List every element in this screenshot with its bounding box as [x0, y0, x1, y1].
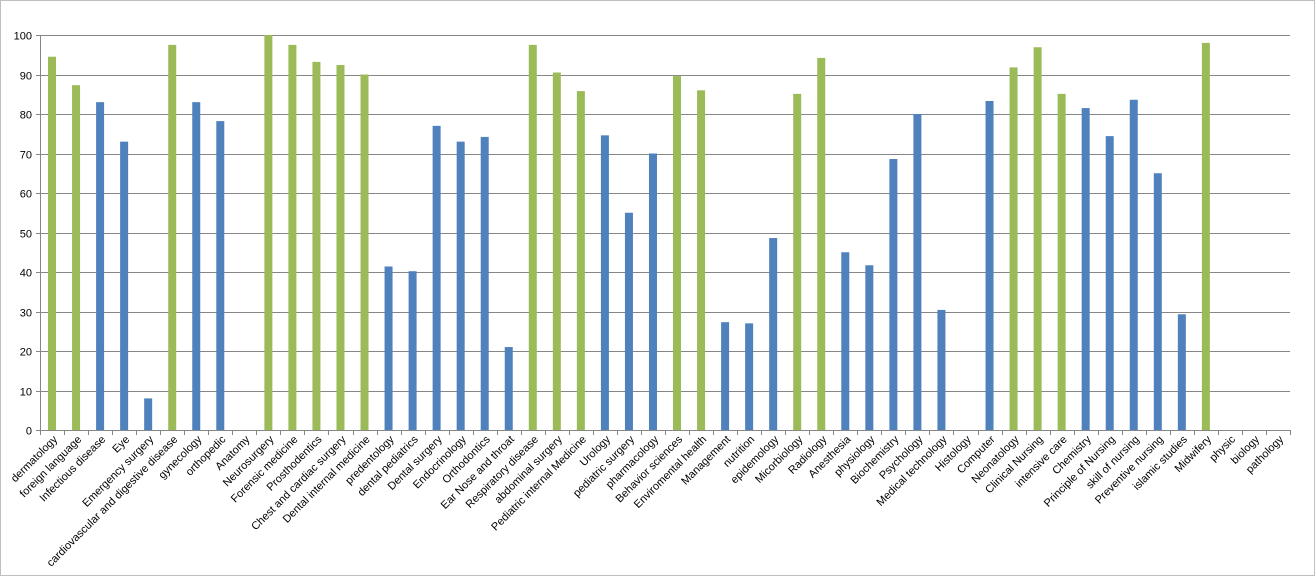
y-tick-label: 40 [20, 268, 32, 280]
y-tick-label: 10 [20, 387, 32, 399]
y-tick-label: 90 [20, 71, 32, 83]
axes [36, 35, 1291, 435]
y-tick-label: 60 [20, 189, 32, 201]
bar-islamic-studies [1177, 314, 1186, 430]
bar-dental-internal-medicine [360, 74, 369, 430]
bar-psychology [913, 114, 922, 430]
bar-pediatric-internal-medicine [576, 91, 585, 430]
bar-behavior-sciences [673, 76, 682, 430]
bar-midwifery [1201, 42, 1210, 431]
bar-infectious-disease [96, 102, 105, 431]
bar-nutrition [745, 323, 754, 430]
y-tick-labels: 0 10 20 30 40 50 60 70 80 90 100 [14, 31, 32, 438]
bar-radiology [817, 57, 826, 430]
bar-endocrinology [456, 141, 465, 430]
bars [48, 35, 1210, 431]
bar-respiratory-disease [528, 44, 537, 431]
y-tick-label: 70 [20, 150, 32, 162]
bar-management [721, 322, 730, 430]
bar-abdominal-surgery [552, 72, 561, 431]
y-tick-label: 20 [20, 347, 32, 359]
bar-ear-nose-and-throat [504, 347, 513, 430]
bar-clinical-nursing [1033, 47, 1042, 431]
bar-dermatology [48, 56, 57, 430]
bar-dental-surgery [432, 125, 441, 430]
bar-emergency-surgery [144, 398, 153, 430]
y-tick-label: 100 [14, 31, 32, 43]
gridlines [40, 35, 1290, 392]
bar-prosthodentics [312, 61, 321, 431]
y-tick-label: 80 [20, 110, 32, 122]
bar-chemistry [1081, 108, 1090, 430]
bar-dental-pediatrics [408, 271, 417, 430]
bar-enviromental-health [697, 90, 706, 431]
bar-micorbiology [793, 93, 802, 431]
bar-biochemistry [889, 159, 898, 430]
bar-urology [600, 135, 609, 430]
bar-medical-technology [937, 309, 946, 430]
bar-forensic-medicine [288, 44, 297, 431]
bar-gynecology [192, 102, 201, 431]
bar-computer [985, 100, 994, 430]
bar-cardiovascular-and-digestive-disease [168, 44, 177, 431]
bar-neurosurgery [264, 35, 273, 430]
y-tick-label: 30 [20, 308, 32, 320]
bar-epidemology [769, 238, 778, 430]
bar-orthopedic [216, 121, 225, 431]
bar-pediatric-surgery [624, 212, 633, 430]
bar-predentology [384, 266, 393, 430]
y-tick-label: 0 [26, 426, 32, 438]
bar-intensive-care [1057, 93, 1066, 431]
bar-chest-and-cardiac-surgery [336, 65, 345, 431]
bar-orthodontics [480, 136, 489, 430]
bar-physiology [865, 265, 874, 430]
bar-preventive-nursing [1153, 173, 1162, 430]
bar-eye [120, 141, 129, 430]
bar-neonatology [1009, 67, 1018, 430]
bar-foreign-language [72, 85, 81, 431]
y-tick-label: 50 [20, 229, 32, 241]
bar-anesthesia [841, 252, 850, 430]
bar-skill-of-nursing [1129, 99, 1138, 430]
bar-pharmacology [648, 153, 657, 430]
bar-principle-of-nursing [1105, 136, 1114, 430]
